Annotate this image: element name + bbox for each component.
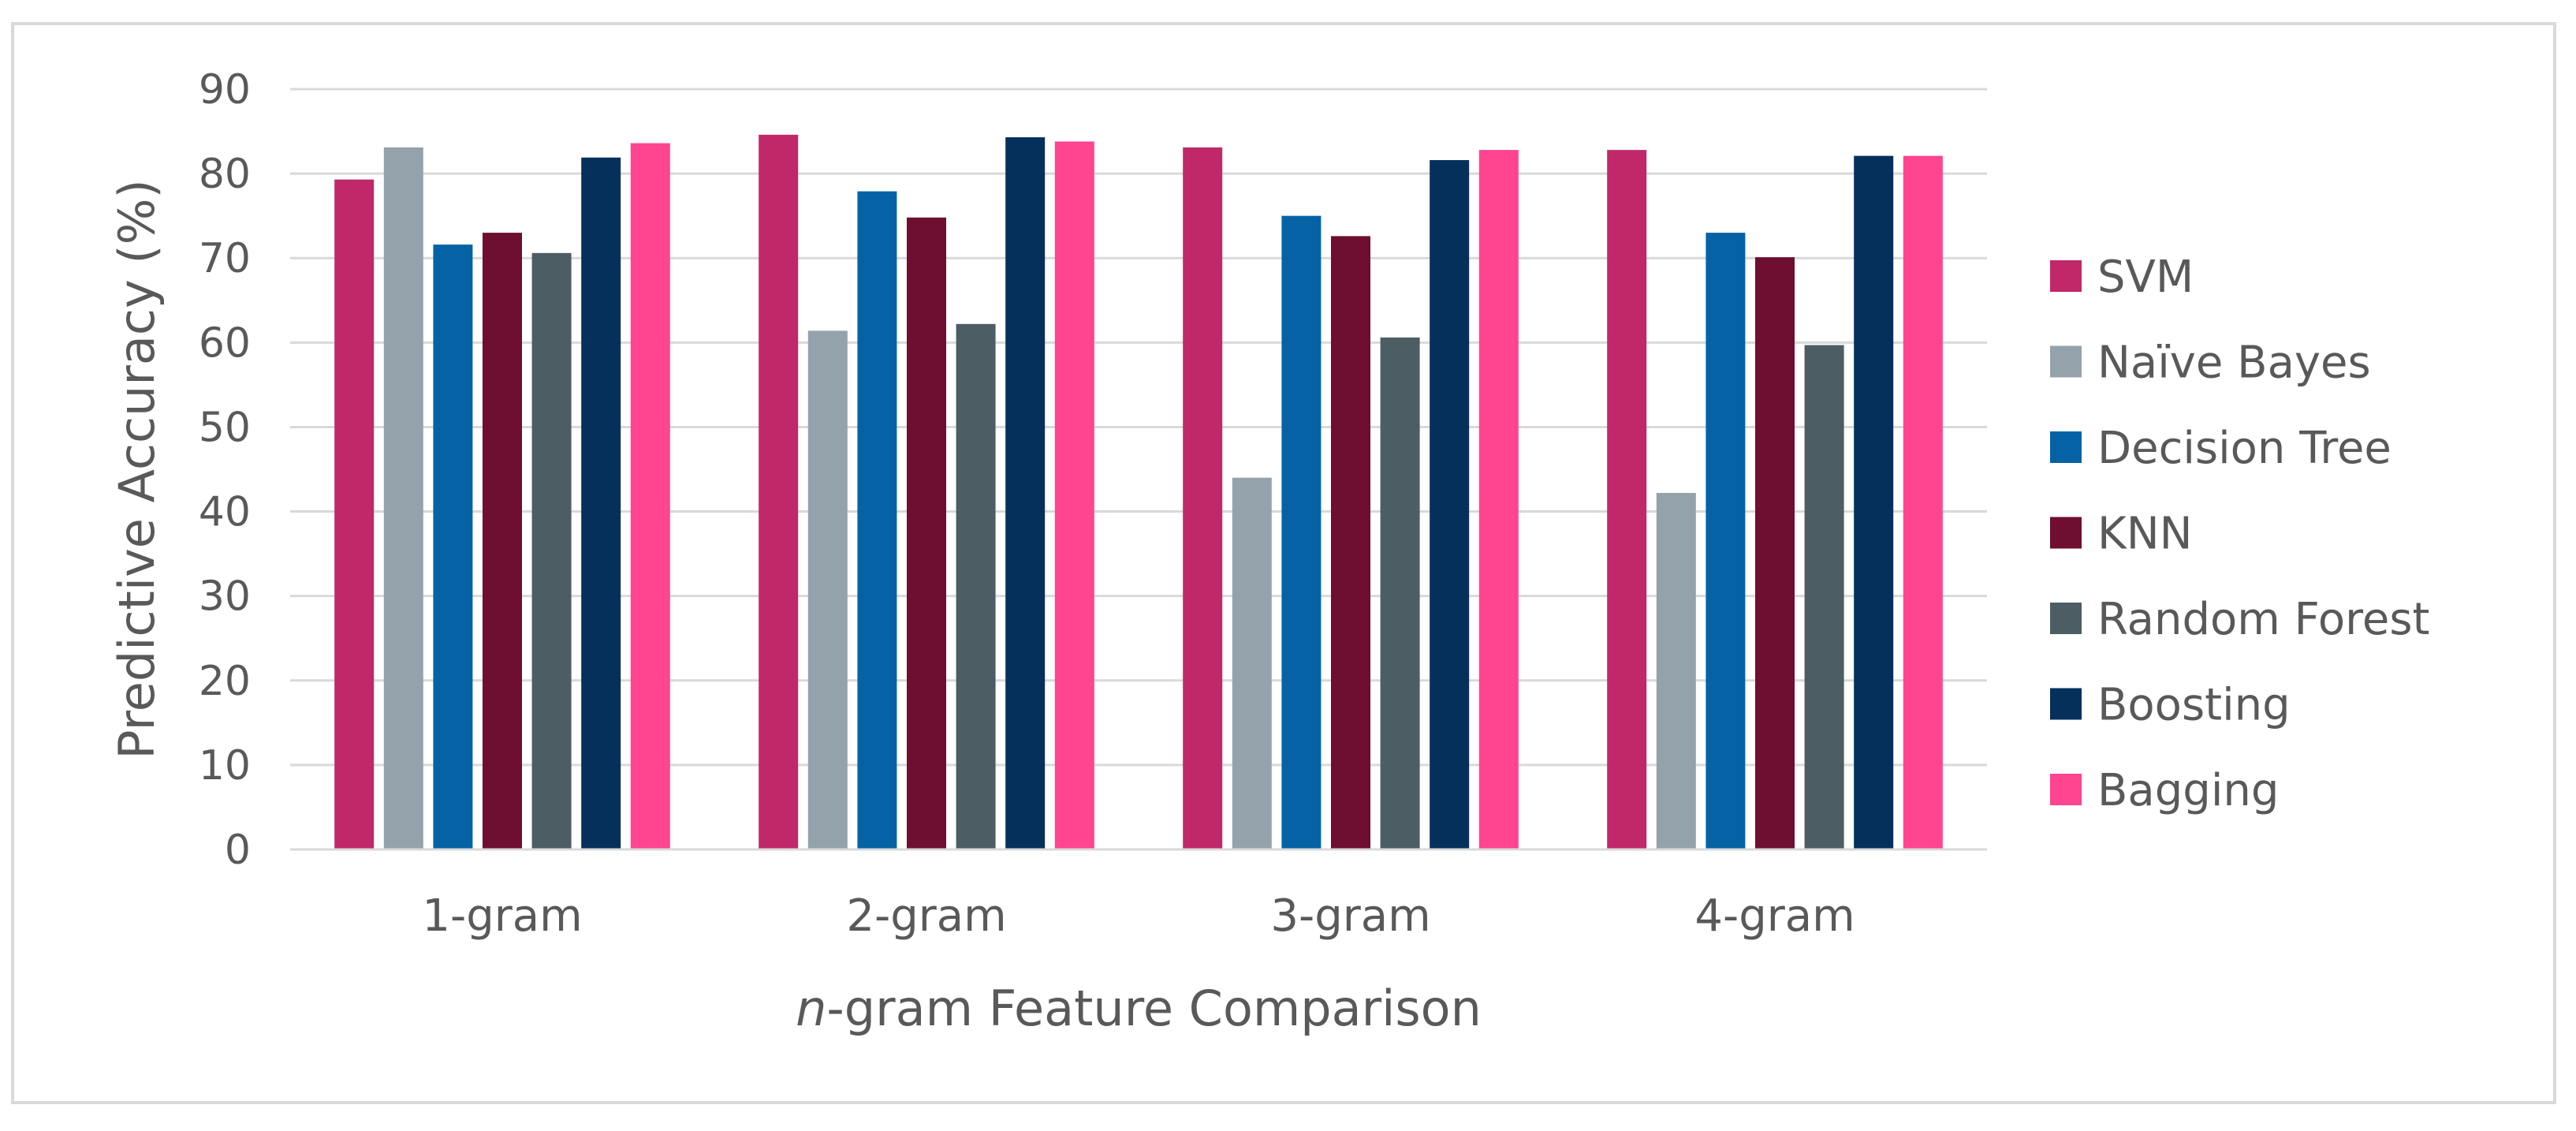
- bar-knn-1-gram: [483, 233, 522, 850]
- y-axis-title: Predictive Accuracy (%): [108, 179, 166, 759]
- y-axis-ticks: 0 10 20 30 40 50 60 70 80 90: [199, 66, 251, 874]
- bar-na-ve-bayes-2-gram: [807, 330, 848, 849]
- legend-label: Random Forest: [2097, 594, 2430, 645]
- bar-bagging-2-gram: [1054, 141, 1094, 850]
- legend-swatch: [2050, 517, 2082, 549]
- bar-knn-4-gram: [1755, 257, 1795, 849]
- bar-svm-2-gram: [759, 134, 799, 850]
- bar-bagging-1-gram: [630, 143, 670, 849]
- x-category-label: 2-gram: [846, 890, 1006, 942]
- x-axis-title-rest: -gram Feature Comparison: [826, 980, 1482, 1037]
- bar-random-forest-2-gram: [956, 323, 996, 849]
- bar-decision-tree-1-gram: [433, 244, 473, 849]
- x-category-label: 1-gram: [422, 890, 582, 942]
- bar-boosting-4-gram: [1854, 155, 1894, 849]
- bar-random-forest-3-gram: [1380, 337, 1420, 849]
- bar-decision-tree-4-gram: [1706, 233, 1746, 850]
- legend-swatch: [2050, 260, 2082, 292]
- bar-svm-3-gram: [1183, 147, 1223, 849]
- x-axis-categories: 1-gram 2-gram 3-gram 4-gram: [422, 890, 1855, 942]
- bar-random-forest-4-gram: [1804, 345, 1844, 850]
- legend-label: KNN: [2097, 509, 2193, 560]
- y-tick-label: 80: [199, 151, 251, 198]
- y-tick-label: 90: [199, 66, 251, 114]
- bar-knn-2-gram: [907, 217, 946, 849]
- y-tick-label: 70: [199, 235, 251, 282]
- legend-swatch: [2050, 431, 2082, 463]
- bar-bagging-4-gram: [1903, 155, 1943, 849]
- y-tick-label: 30: [199, 573, 251, 621]
- x-axis-title: n-gram Feature Comparison: [796, 980, 1482, 1037]
- bar-decision-tree-2-gram: [857, 191, 897, 850]
- bar-bagging-3-gram: [1478, 150, 1519, 849]
- legend-swatch: [2050, 688, 2082, 720]
- bar-svm-4-gram: [1607, 150, 1647, 849]
- bar-boosting-3-gram: [1430, 159, 1470, 849]
- legend-label: Naïve Bayes: [2097, 338, 2371, 389]
- bars: [334, 134, 1943, 850]
- y-tick-label: 60: [199, 319, 251, 367]
- legend-label: Bagging: [2097, 765, 2279, 816]
- gridlines: [290, 88, 1987, 767]
- bar-na-ve-bayes-1-gram: [383, 147, 423, 849]
- bar-decision-tree-3-gram: [1281, 215, 1322, 850]
- x-axis-title-italic: n: [796, 980, 826, 1037]
- bar-boosting-2-gram: [1005, 137, 1046, 849]
- y-tick-label: 50: [199, 404, 251, 451]
- y-tick-label: 40: [199, 489, 251, 536]
- y-tick-label: 10: [199, 742, 251, 789]
- bar-svm-1-gram: [334, 179, 375, 849]
- legend: SVM Naïve Bayes Decision Tree KNN Random For…: [2050, 252, 2430, 816]
- bar-boosting-1-gram: [581, 157, 621, 849]
- x-category-label: 3-gram: [1270, 890, 1430, 942]
- bar-na-ve-bayes-3-gram: [1232, 477, 1272, 849]
- y-tick-label: 0: [225, 827, 251, 874]
- legend-label: Boosting: [2097, 680, 2291, 731]
- legend-swatch: [2050, 774, 2082, 805]
- legend-label: Decision Tree: [2097, 423, 2391, 474]
- legend-label: SVM: [2097, 252, 2194, 303]
- legend-swatch: [2050, 603, 2082, 634]
- legend-swatch: [2050, 345, 2082, 378]
- bar-na-ve-bayes-4-gram: [1656, 492, 1696, 849]
- x-category-label: 4-gram: [1694, 890, 1855, 942]
- bar-knn-3-gram: [1331, 236, 1370, 850]
- bar-random-forest-1-gram: [531, 252, 572, 850]
- y-tick-label: 20: [199, 658, 251, 705]
